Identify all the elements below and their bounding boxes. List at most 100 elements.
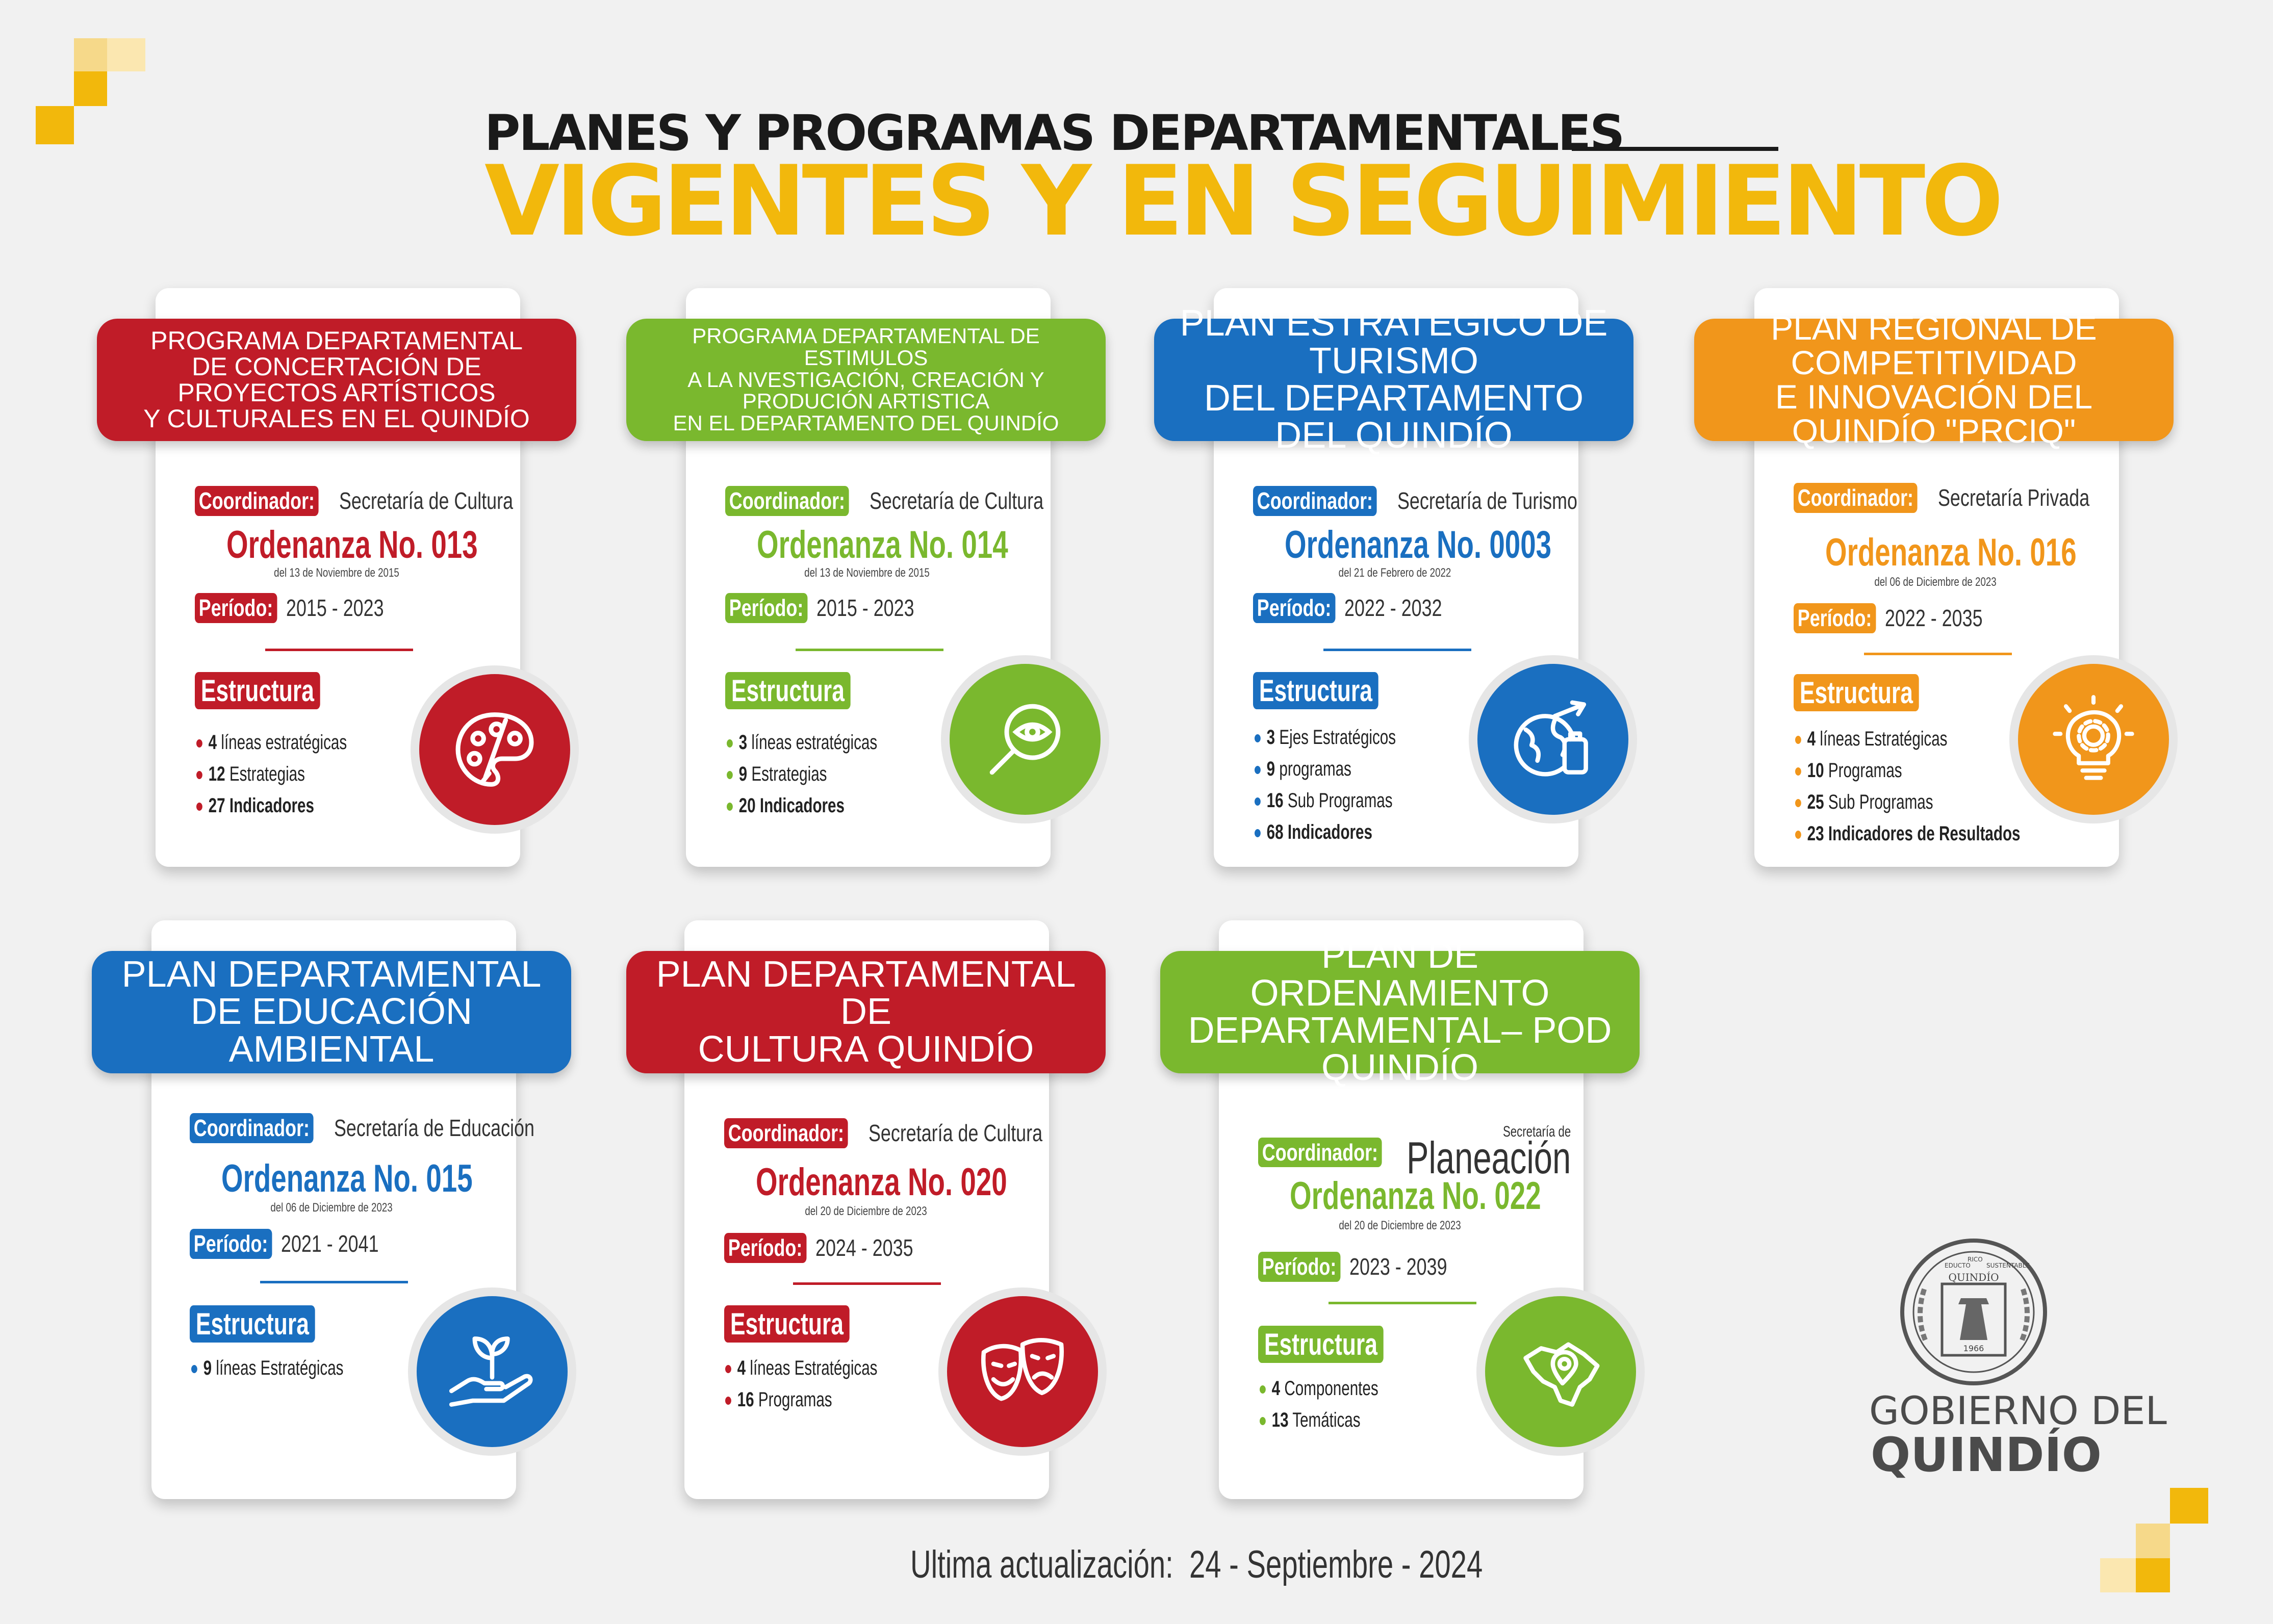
periodo-value: 2023 - 2039 [1349,1253,1447,1280]
logo-text: QUINDÍO [1871,1428,2102,1482]
coordinador-label: Coordinador: [725,486,849,516]
ordenanza-date: del 20 de Diciembre de 2023 [805,1204,927,1218]
periodo-value: 2022 - 2032 [1344,595,1442,622]
coordinador-label: Coordinador: [1253,486,1377,516]
list-item: 12 Estrategias [196,758,347,790]
ordenanza-number: Ordenanza No. 0003 [1285,523,1552,566]
structure-list: 3 Ejes Estratégicos 9 programas 16 Sub P… [1255,721,1445,848]
plan-card-title: PROGRAMA DEPARTAMENTAL DE ESTIMULOS A LA … [626,319,1106,441]
periodo-label: Período: [190,1229,272,1259]
estructura-label: Estructura [725,672,851,709]
logo-text: GOBIERNO DEL [1869,1388,2167,1433]
coordinador-value: Secretaría de Cultura [870,487,1044,514]
separator [260,1281,408,1283]
structure-list: 4 líneas estratégicas 12 Estrategias 27 … [196,727,400,821]
ordenanza-date: del 13 de Noviembre de 2015 [274,566,399,580]
ordenanza-number: Ordenanza No. 013 [226,523,478,566]
periodo-value: 2022 - 2035 [1884,605,1983,632]
list-item: 25 Sub Programas [1795,786,2021,818]
icon-ring [938,1287,1107,1456]
list-item: 16 Programas [725,1384,877,1415]
corner-square [2136,1558,2170,1592]
seal-name: QUINDÍO [1949,1271,1999,1283]
corner-square [2170,1488,2208,1524]
separator [1329,1302,1476,1304]
ordenanza-number: Ordenanza No. 022 [1290,1174,1541,1218]
periodo-value: 2015 - 2023 [286,595,384,622]
periodo-value: 2021 - 2041 [280,1230,379,1257]
globe-travel-icon [1514,700,1588,777]
coordinador-value: Secretaría de Turismo [1397,487,1578,514]
icon-ring [941,655,1109,823]
theater-masks-icon [981,1337,1064,1401]
estructura-label: Estructura [1258,1326,1384,1363]
page-subtitle: VIGENTES Y EN SEGUIMIENTO [484,145,2004,257]
periodo-value: 2024 - 2035 [815,1234,913,1261]
list-item: 4 líneas Estratégicas [1795,723,2021,755]
periodo-label: Período: [725,593,808,623]
icon-ring [2009,655,2178,823]
periodo-label: Período: [1258,1252,1341,1282]
list-item: 68 Indicadores [1255,816,1396,848]
seal-motto: RICO [1968,1256,1983,1263]
icon-ring [1469,655,1637,823]
gobierno-seal: QUINDÍO EDUCTO RICO SUSTENTABLE 1966 [1900,1239,2047,1385]
structure-list: 4 líneas Estratégicas 10 Programas 25 Su… [1795,723,2100,849]
coordinador-label: Coordinador: [1794,483,1918,513]
page-title: PLANES Y PROGRAMAS DEPARTAMENTALES [484,105,1625,162]
coordinador-value: Secretaría de Cultura [339,487,514,514]
estructura-label: Estructura [724,1305,850,1343]
corner-square [74,71,107,106]
plan-card-title: PROGRAMA DEPARTAMENTAL DE CONCERTACIÓN DE… [97,319,576,441]
coordinador-value: Secretaría de Educación [334,1115,535,1142]
seal-motto: EDUCTO [1945,1262,1971,1269]
last-updated-date: 24 - Septiembre - 2024 [1189,1543,1483,1586]
estructura-label: Estructura [1253,672,1378,709]
map-pin-icon [1523,1342,1600,1407]
structure-list: 9 líneas Estratégicas [191,1352,397,1384]
list-item: 4 líneas estratégicas [196,727,347,758]
periodo-label: Período: [724,1233,807,1263]
ordenanza-number: Ordenanza No. 016 [1825,531,2077,574]
last-updated: Ultima actualización: 24 - Septiembre - … [910,1542,1483,1587]
plan-card-title: PLAN DEPARTAMENTAL DE CULTURA QUINDÍO [626,951,1106,1073]
list-item: 10 Programas [1795,755,2021,786]
ordenanza-date: del 06 de Diciembre de 2023 [1874,575,1997,589]
list-item: 9 programas [1255,753,1396,785]
periodo-label: Período: [1794,603,1876,633]
ordenanza-number: Ordenanza No. 014 [757,523,1008,566]
separator [796,649,943,651]
structure-list: 3 líneas estratégicas 9 Estrategias 20 I… [727,727,930,821]
estructura-label: Estructura [1794,674,1919,711]
coordinador-value: Secretaría de Cultura [869,1120,1043,1147]
icon-ring [411,665,579,834]
icon-ring [408,1287,576,1456]
ordenanza-date: del 13 de Noviembre de 2015 [804,566,930,580]
periodo-value: 2015 - 2023 [816,595,914,622]
estructura-label: Estructura [195,672,320,709]
coordinador-label: Coordinador: [1258,1137,1382,1168]
list-item: 9 líneas Estratégicas [191,1352,343,1384]
plan-card-title: PLAN DE ORDENAMIENTO DEPARTAMENTAL– POD Q… [1160,937,1640,1087]
coordinador-label: Coordinador: [190,1113,314,1143]
corner-square [36,106,74,144]
ordenanza-date: del 21 de Febrero de 2022 [1338,566,1451,580]
title-rule [1572,147,1778,151]
list-item: 16 Sub Programas [1255,785,1396,816]
last-updated-label: Ultima actualización: [910,1543,1173,1586]
list-item: 13 Temáticas [1260,1404,1378,1436]
list-item: 9 Estrategias [727,758,877,790]
list-item: 27 Indicadores [196,790,347,821]
plan-card-title: PLAN ESTRATÉGICO DE TURISMO DEL DEPARTAME… [1154,304,1633,454]
list-item: 23 Indicadores de Resultados [1795,818,2021,849]
ordenanza-date: del 06 de Diciembre de 2023 [270,1201,393,1215]
coordinador-label: Coordinador: [195,486,319,516]
coordinador-value: Secretaría Privada [1938,484,2090,511]
corner-square [74,38,107,71]
coordinador-value: Planeación [1407,1132,1571,1183]
separator [1323,649,1471,651]
corner-square [2136,1524,2170,1558]
ordenanza-date: del 20 de Diciembre de 2023 [1339,1219,1461,1232]
seal-year: 1966 [1963,1344,1984,1353]
structure-list: 4 líneas Estratégicas 16 Programas [725,1352,931,1415]
